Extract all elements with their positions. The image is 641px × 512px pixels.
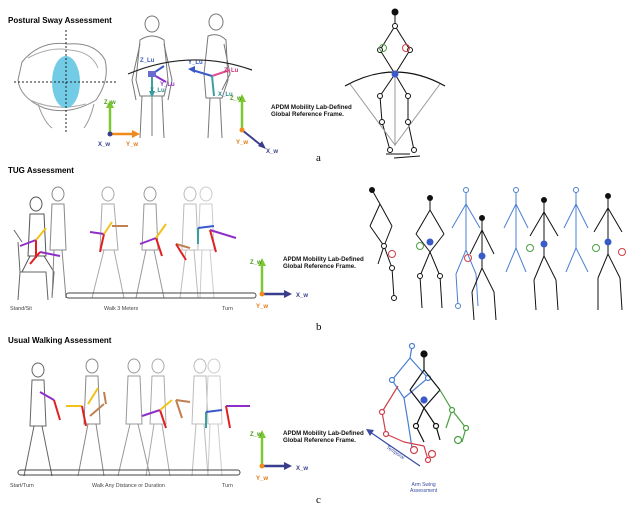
global-axes-c [258, 430, 292, 470]
tug-skeletons [369, 187, 626, 321]
sensor-label-xlu-side: X_Lu [218, 92, 233, 98]
skeleton-b3 [451, 187, 481, 309]
axis-label-xw-c: X_w [296, 466, 308, 472]
panel-c-title: Usual Walking Assessment [8, 336, 112, 345]
sensor-label-ylu-front: Y_Lu [160, 82, 175, 88]
axis-label-yw-b: Y_w [256, 304, 268, 310]
axis-label-yw: Y_w [126, 142, 138, 148]
skeleton-c-green [439, 389, 470, 443]
skeleton-b2 [415, 195, 445, 309]
walk-skeletons [378, 342, 470, 464]
axis-label-yw-2: Y_w [236, 140, 248, 146]
sensor-label-ylu-side: Y_Lu [188, 60, 203, 66]
panel-a-figure: Z_w Y_w X_w Z_Lu Y_Lu X_Lu [14, 8, 446, 159]
sway-arc [127, 59, 253, 75]
skeleton-b4 [469, 215, 497, 321]
panel-c-letter: c [316, 494, 321, 506]
phase-turn-c: Turn [222, 483, 233, 489]
skeleton-c-red [378, 385, 432, 464]
panel-a-letter: a [316, 152, 321, 164]
arm-swing-line2: Assessment [410, 488, 438, 494]
sway-area-diagram [14, 30, 118, 132]
frame-note-c-line2: Global Reference Frame. [283, 437, 356, 444]
frame-note-a-line1: APDM Mobility Lab-Defined [271, 104, 352, 111]
panel-b-title: TUG Assessment [8, 166, 74, 175]
tug-sensor-arrows [19, 221, 237, 265]
phase-stand-sit: Stand/Sit [10, 306, 32, 312]
axis-label-yw-c: Y_w [256, 476, 268, 482]
panel-b-letter: b [316, 321, 322, 333]
axis-label-xw: X_w [98, 142, 110, 148]
global-axes-b [258, 258, 292, 298]
skeleton-b6 [529, 197, 559, 311]
axis-label-xw-b: X_w [296, 293, 308, 299]
panel-a-title: Postural Sway Assessment [8, 16, 112, 25]
sensor-label-zlu-front: Z_Lu [140, 58, 155, 64]
global-axes-a2 [238, 94, 266, 149]
frame-note-b: APDM Mobility Lab-Defined Global Referen… [283, 256, 364, 270]
skeleton-c-black [409, 350, 441, 443]
skeleton-b5 [503, 187, 529, 273]
phase-walk-any: Walk Any Distance or Duration [92, 483, 165, 489]
frame-note-b-line2: Global Reference Frame. [283, 263, 356, 270]
sensor-side-axes [188, 66, 231, 97]
panel-c-figure: Z_w Y_w X_w [17, 342, 470, 482]
panel-tug: TUG Assessment [0, 160, 641, 340]
axis-label-zw-c: Z_w [250, 432, 262, 438]
axis-label-zw-b: Z_w [250, 260, 262, 266]
figure-side [203, 13, 231, 139]
sensor-front-axes [148, 65, 167, 98]
skeleton-b1 [369, 187, 397, 301]
walkway-rail-c [17, 469, 241, 476]
frame-note-a-line2: Global Reference Frame. [271, 111, 344, 118]
axis-label-zw: Z_w [104, 100, 116, 106]
sensor-label-zlu-side: Z_Lu [224, 68, 239, 74]
arm-swing-label: Arm Swing Assessment [410, 482, 437, 494]
phase-walk-3m: Walk 3 Meters [104, 306, 139, 312]
skeleton-a [344, 8, 446, 159]
panel-b-figure: Z_w Y_w X_w [13, 186, 626, 321]
panel-postural-sway: Postural Sway Assessment Z_w Y_w X_w [0, 0, 641, 170]
skeleton-b8 [593, 193, 623, 311]
frame-note-c: APDM Mobility Lab-Defined Global Referen… [283, 430, 364, 444]
walk-sensor-arrows [39, 387, 250, 429]
arm-swing-line1: Arm Swing [411, 482, 436, 488]
phase-start-turn: Start/Turn [10, 483, 34, 489]
temporal-label: Temporal [385, 445, 405, 461]
tug-figures [13, 186, 215, 301]
frame-note-b-line1: APDM Mobility Lab-Defined [283, 256, 364, 263]
walkway-rail [65, 292, 257, 299]
skeleton-b7 [563, 187, 589, 273]
axis-label-zw-2: Z_w [230, 96, 242, 102]
phase-turn-b: Turn [222, 306, 233, 312]
frame-note-a: APDM Mobility Lab-Defined Global Referen… [271, 104, 352, 118]
sensor-label-xlu-front: X_Lu [150, 88, 165, 94]
walk-figures [23, 358, 223, 477]
global-axes-a1 [106, 100, 140, 138]
axis-label-xw-2: X_w [266, 149, 278, 155]
panel-usual-walking: Usual Walking Assessment Z_w [0, 330, 641, 512]
temporal-arrow [369, 431, 421, 467]
frame-note-c-line1: APDM Mobility Lab-Defined [283, 430, 364, 437]
